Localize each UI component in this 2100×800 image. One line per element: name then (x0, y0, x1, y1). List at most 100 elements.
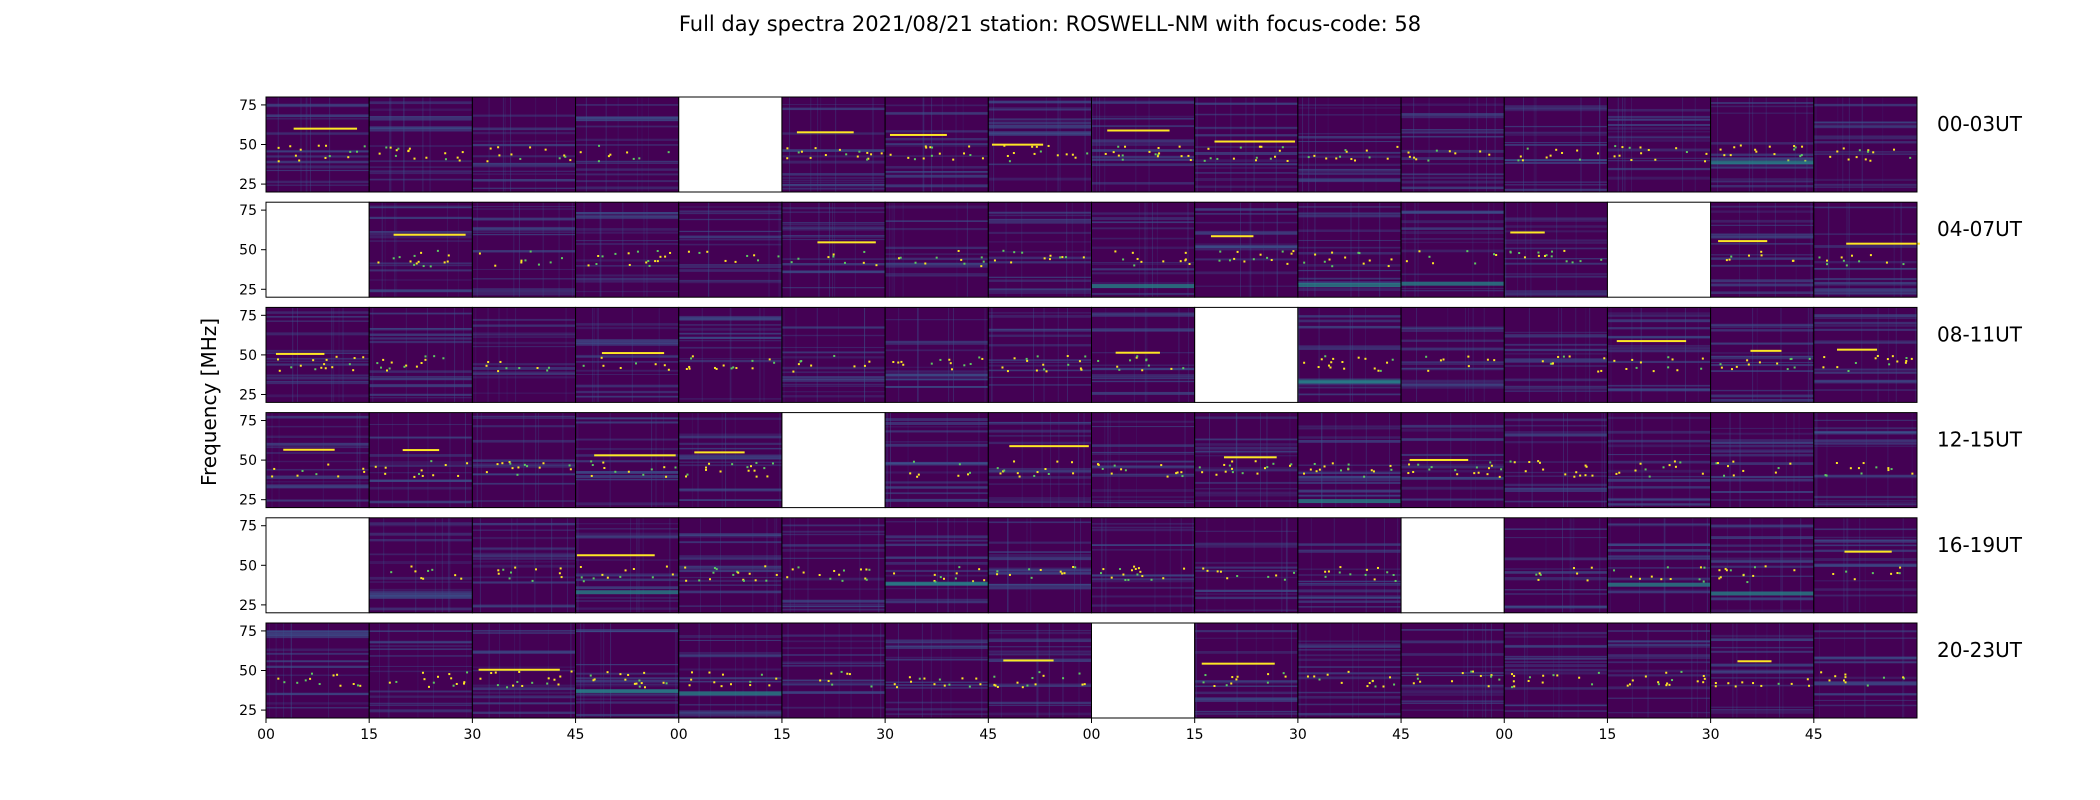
noise-band (575, 421, 679, 424)
signal-dot (865, 568, 868, 571)
noise-band (885, 645, 989, 647)
signal-dot (328, 155, 331, 158)
noise-band (266, 349, 370, 352)
noise-streak (1902, 517, 1904, 613)
noise-band (1194, 113, 1298, 116)
noise-band (1091, 501, 1195, 504)
noise-band (1607, 335, 1711, 338)
noise-streak (1314, 202, 1316, 298)
noise-band (1607, 557, 1711, 560)
signal-dot (1673, 460, 1676, 463)
signal-dot (1885, 261, 1888, 264)
noise-streak (389, 97, 391, 192)
panel-background (678, 307, 782, 403)
signal-dot (875, 264, 878, 267)
noise-band (1194, 212, 1298, 215)
signal-dot (1471, 670, 1474, 673)
signal-dot (1513, 685, 1516, 688)
signal-dot (336, 673, 339, 676)
signal-dot (1864, 158, 1867, 161)
noise-band (1194, 163, 1298, 165)
spectrum-panel (987, 306, 1092, 403)
signal-dot (1591, 683, 1594, 686)
noise-band (575, 701, 679, 704)
signal-dot (390, 571, 393, 574)
noise-band (369, 648, 473, 650)
noise-band (1297, 582, 1402, 585)
noise-band (1504, 184, 1608, 186)
signal-dot (751, 367, 754, 370)
noise-band (678, 340, 782, 342)
signal-dot (298, 159, 301, 162)
signal-dot (1117, 145, 1120, 148)
noise-band (575, 290, 679, 293)
noise-streak (864, 307, 866, 403)
noise-band (781, 530, 886, 533)
noise-band (1813, 699, 1917, 701)
noise-band (1607, 646, 1711, 648)
spectrum-panel (1606, 622, 1712, 719)
signal-dot (1286, 159, 1289, 162)
noise-band (1401, 470, 1505, 473)
noise-band (1607, 108, 1711, 112)
noise-band (1401, 329, 1505, 332)
noise-band (1710, 112, 1814, 114)
signal-dot (496, 463, 499, 466)
noise-streak (1505, 202, 1507, 298)
signal-dot (450, 677, 453, 680)
signal-dot (1741, 681, 1744, 684)
noise-streak (981, 623, 983, 718)
noise-band (988, 101, 1092, 104)
x-tick-label: 00 (1083, 727, 1101, 743)
signal-dot (278, 369, 281, 372)
noise-band (988, 131, 1092, 134)
noise-band (988, 467, 1092, 470)
noise-streak (1483, 307, 1485, 403)
signal-dot (1654, 158, 1657, 161)
noise-streak (405, 307, 407, 403)
x-tick-label: 15 (1599, 727, 1617, 743)
signal-dot (753, 254, 756, 257)
noise-streak (1736, 623, 1738, 718)
signal-dot (1317, 366, 1320, 369)
signal-dot (1074, 566, 1077, 569)
signal-dot (1550, 255, 1553, 258)
noise-band (1297, 654, 1402, 657)
signal-dot (558, 572, 561, 575)
signal-dot (957, 249, 960, 252)
noise-band (885, 184, 989, 188)
noise-band (1607, 686, 1711, 690)
signal-dot (791, 568, 794, 571)
signal-dot (830, 672, 833, 675)
signal-dot (1224, 470, 1227, 473)
noise-streak (859, 517, 861, 613)
noise-band (1091, 329, 1195, 332)
signal-dot (405, 364, 408, 367)
noise-band (1813, 289, 1917, 293)
noise-band (266, 452, 370, 454)
signal-dot (958, 566, 961, 569)
signal-dot (425, 156, 428, 159)
signal-dot (1303, 261, 1306, 264)
row-time-label: 16-19UT (1937, 533, 2023, 557)
noise-streak (1739, 412, 1741, 508)
signal-dot (534, 568, 537, 571)
noise-streak (1900, 202, 1902, 298)
signal-dot (505, 367, 508, 370)
noise-streak (1887, 412, 1889, 508)
y-tick-label: 25 (239, 598, 257, 614)
noise-band (781, 605, 886, 608)
signal-dot (916, 475, 919, 478)
noise-band (1607, 523, 1711, 527)
signal-dot (996, 570, 999, 573)
signal-dot (1470, 670, 1473, 673)
noise-band (781, 356, 886, 359)
noise-band (472, 500, 576, 502)
signal-dot (1644, 468, 1647, 471)
noise-band (1091, 578, 1195, 581)
signal-dot (1100, 572, 1103, 575)
noise-band (1710, 180, 1814, 183)
signal-dot (1413, 156, 1416, 159)
signal-dot (1487, 685, 1490, 688)
signal-dot (1145, 359, 1148, 362)
